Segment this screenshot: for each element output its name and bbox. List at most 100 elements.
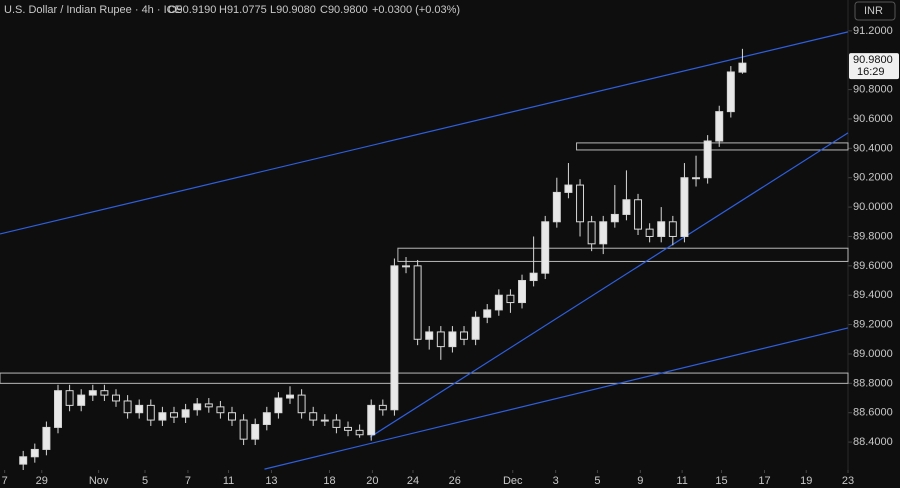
candle-body: [680, 177, 689, 237]
candle-body: [170, 412, 178, 418]
y-tick-label: 90.6000: [853, 113, 893, 125]
candle-body: [30, 448, 39, 458]
last-price-label: 90.9800: [853, 54, 893, 66]
candle-body: [286, 394, 294, 399]
x-tick-label: Nov: [89, 475, 109, 487]
y-tick-label: 89.0000: [853, 348, 893, 360]
y-tick-label: 89.6000: [853, 260, 893, 272]
candle-body: [390, 265, 399, 411]
trend-line: [0, 31, 849, 235]
candle-body: [552, 191, 561, 223]
trend-line: [369, 132, 849, 438]
y-tick-label: 90.8000: [853, 84, 893, 96]
candle-body: [146, 404, 155, 421]
trend-line: [264, 327, 849, 470]
ohlc-low: L90.9080: [270, 4, 316, 16]
x-tick-label: Dec: [503, 475, 523, 487]
candle-body: [541, 221, 550, 274]
candle-body: [112, 394, 120, 402]
candle-body: [448, 331, 457, 348]
y-tick-label: 90.2000: [853, 172, 893, 184]
candle-body: [622, 199, 631, 215]
candle-body: [88, 390, 97, 396]
candle-body: [378, 404, 387, 411]
candle-body: [65, 390, 74, 406]
candle-body: [471, 316, 480, 340]
candle-body: [77, 394, 86, 406]
ohlc-high: H91.0775: [219, 4, 267, 16]
x-tick-label: 5: [594, 475, 600, 487]
x-tick-label: 29: [36, 475, 48, 487]
candle-body: [610, 213, 619, 223]
ohlc-open: O90.9190: [168, 4, 216, 16]
candle-body: [402, 265, 410, 268]
candle-body: [19, 456, 28, 465]
x-tick-label: 11: [223, 475, 234, 487]
candle-body: [262, 412, 271, 425]
candle-body: [587, 221, 596, 245]
x-tick-label: 7: [185, 475, 191, 487]
candle-body: [460, 331, 469, 340]
candle-body: [703, 140, 712, 179]
candle-body: [506, 294, 515, 304]
y-tick-label: 90.0000: [853, 201, 893, 213]
candle-body: [100, 390, 109, 396]
last-price-box: [849, 53, 899, 80]
candle-body: [135, 404, 144, 414]
chart-title: U.S. Dollar / Indian Rupee · 4h · ICE: [4, 4, 182, 16]
y-tick-label: 91.2000: [853, 25, 893, 37]
candle-body: [715, 111, 724, 142]
candle-body: [564, 184, 573, 193]
x-tick-label: 5: [142, 475, 148, 487]
candle-body: [239, 419, 248, 440]
candle-body: [216, 406, 225, 414]
candle-body: [344, 426, 352, 431]
price-zone: [397, 247, 849, 262]
price-zone: [0, 372, 849, 384]
candle-body: [576, 184, 585, 223]
y-tick-label: 88.6000: [853, 407, 893, 419]
x-tick-label: 9: [637, 475, 643, 487]
x-tick-label: 13: [265, 475, 277, 487]
candle-body: [297, 394, 306, 414]
y-tick-label: 89.4000: [853, 289, 893, 301]
y-tick-label: 89.8000: [853, 230, 893, 242]
candle-body: [332, 419, 341, 428]
candle-body: [692, 177, 701, 180]
candle-body: [483, 309, 492, 318]
candle-body: [355, 429, 364, 436]
candle-body: [436, 331, 445, 348]
candle-body: [529, 272, 538, 282]
candle-body: [518, 280, 527, 304]
candle-body: [251, 423, 260, 440]
candle-body: [320, 419, 329, 422]
x-tick-label: 20: [366, 475, 378, 487]
y-tick-label: 88.4000: [853, 436, 893, 448]
x-tick-label: 11: [676, 475, 687, 487]
candle-body: [645, 228, 654, 237]
candle-body: [413, 265, 422, 340]
candle-body: [42, 426, 51, 450]
x-tick-label: 26: [449, 475, 461, 487]
ohlc-change: +0.0300 (+0.03%): [372, 4, 460, 16]
header: U.S. Dollar / Indian Rupee · 4h · ICE O9…: [4, 4, 460, 16]
candle-body: [599, 221, 608, 245]
countdown: 16:29: [857, 66, 885, 78]
currency[interactable]: INR: [864, 5, 883, 17]
price-zone: [576, 142, 849, 151]
candle-body: [193, 403, 202, 411]
x-tick-label: 23: [842, 475, 854, 487]
ohlc-close: C90.9800: [320, 4, 368, 16]
x-tick-label: 17: [758, 475, 770, 487]
candle-body: [668, 221, 677, 237]
x-tick-label: 18: [323, 475, 335, 487]
candle-body: [204, 403, 213, 408]
candle-body: [367, 404, 376, 436]
candle-body: [274, 397, 283, 414]
candle-body: [425, 331, 434, 340]
currency-box[interactable]: [854, 1, 896, 21]
candle-body: [181, 409, 190, 418]
y-tick-label: 89.2000: [853, 319, 893, 331]
